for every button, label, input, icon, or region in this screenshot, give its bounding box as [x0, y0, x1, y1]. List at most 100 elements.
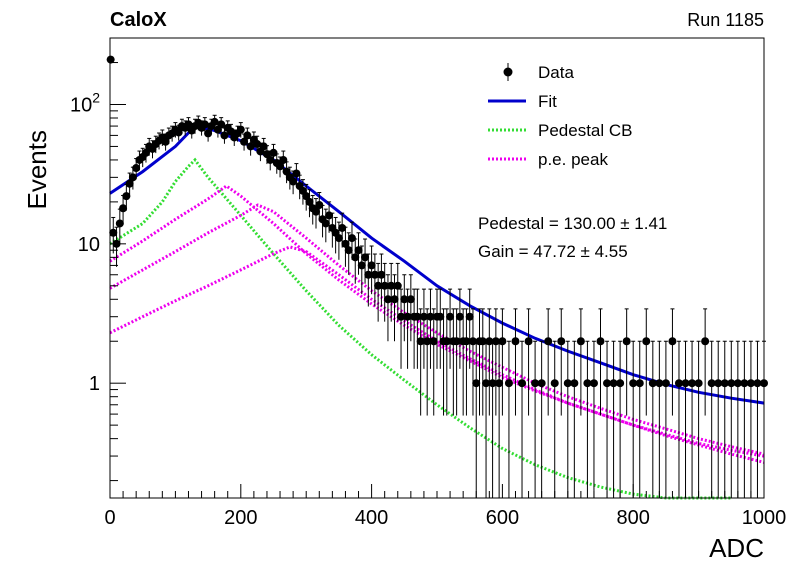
- header-right-title: Run 1185: [687, 10, 764, 30]
- data-point: [596, 308, 605, 416]
- y-tick-label: 10: [78, 234, 100, 256]
- y-axis-label: Events: [22, 130, 52, 210]
- data-point: [668, 308, 677, 416]
- legend-entry: Pedestal CB: [488, 121, 633, 140]
- legend-label: Fit: [538, 92, 557, 111]
- data-point: [122, 183, 131, 211]
- data-point: [354, 232, 363, 275]
- data-point: [269, 143, 278, 163]
- fit-pedestal-text: Pedestal = 130.00 ± 1.41: [478, 214, 667, 233]
- data-point: [377, 253, 386, 307]
- data-point: [629, 340, 638, 498]
- data-point: [531, 340, 540, 498]
- data-point: [740, 340, 749, 498]
- y-tick-label: 1: [89, 373, 100, 395]
- data-point: [570, 340, 579, 498]
- data-point: [727, 340, 736, 498]
- data-point: [661, 340, 670, 498]
- data-point: [429, 308, 438, 416]
- data-point: [423, 308, 432, 416]
- data-point: [622, 308, 631, 416]
- data-point: [511, 308, 520, 416]
- data-point: [387, 262, 396, 322]
- data-point: [550, 340, 559, 498]
- data-point: [347, 221, 356, 260]
- legend-marker: [503, 67, 513, 77]
- data-point: [681, 340, 690, 498]
- header-left-title: CaloX: [110, 9, 167, 31]
- data-point: [714, 340, 723, 498]
- data-point: [370, 253, 379, 307]
- data-point: [315, 191, 324, 221]
- data-point: [583, 340, 592, 498]
- data-point: [109, 216, 118, 254]
- data-point: [563, 340, 572, 498]
- data-point: [210, 114, 219, 130]
- data-point: [635, 340, 644, 498]
- data-point: [419, 288, 428, 369]
- data-point: [524, 308, 533, 416]
- data-point: [707, 340, 716, 498]
- y-tick-label: 102: [70, 89, 100, 116]
- data-point: [701, 308, 710, 416]
- data-point: [465, 288, 474, 369]
- legend-label: Data: [538, 63, 574, 82]
- data-point: [406, 274, 415, 342]
- data-point: [380, 262, 389, 322]
- data-point: [403, 288, 412, 369]
- data-point: [413, 288, 422, 369]
- data-point: [468, 308, 477, 416]
- series-p-e-peak-3: [109, 245, 765, 464]
- x-tick-label: 400: [355, 507, 388, 529]
- legend-entry: Fit: [488, 92, 557, 111]
- x-tick-label: 800: [617, 507, 650, 529]
- data-point: [648, 340, 657, 498]
- data-point: [393, 262, 402, 322]
- data-point: [416, 308, 425, 416]
- data-point: [688, 340, 697, 498]
- axes-layer: 0 200 400 600 800 1000 1 10 102: [70, 37, 787, 529]
- data-point: [491, 308, 500, 416]
- legend-label: p.e. peak: [538, 150, 608, 169]
- legend-entry: Data: [503, 63, 574, 82]
- data-point: [576, 308, 585, 416]
- data-point: [603, 340, 612, 498]
- data-point: [236, 122, 245, 138]
- data-point: [498, 308, 507, 416]
- data-points-layer: [106, 55, 768, 498]
- data-point: [397, 288, 406, 369]
- data-point: [733, 340, 742, 498]
- legend: Data Fit Pedestal CB p.e. peak: [488, 63, 633, 169]
- data-point: [557, 308, 566, 416]
- data-point: [655, 340, 664, 498]
- data-point: [518, 340, 527, 498]
- data-point: [694, 340, 703, 498]
- legend-entry: p.e. peak: [488, 150, 608, 169]
- x-tick-label: 200: [224, 507, 257, 529]
- data-point-outlier: [106, 55, 115, 64]
- data-point: [243, 127, 252, 144]
- data-point: [544, 308, 553, 416]
- data-point: [442, 308, 451, 416]
- data-point: [426, 288, 435, 369]
- data-point: [753, 340, 762, 498]
- data-point: [217, 117, 226, 132]
- data-point: [452, 308, 461, 416]
- data-point: [485, 308, 494, 416]
- data-point: [616, 340, 625, 498]
- data-point: [478, 308, 487, 416]
- x-tick-label: 1000: [742, 507, 787, 529]
- x-axis-label: ADC: [709, 533, 764, 563]
- data-point: [746, 340, 755, 498]
- data-point: [305, 189, 314, 218]
- fit-gain-text: Gain = 47.72 ± 4.55: [478, 242, 628, 261]
- data-point: [364, 253, 373, 307]
- data-point: [642, 308, 651, 416]
- data-point: [400, 274, 409, 342]
- data-point: [351, 238, 360, 284]
- series-pedestal-cb: [109, 157, 732, 500]
- data-point: [357, 245, 366, 295]
- x-tick-label: 0: [104, 507, 115, 529]
